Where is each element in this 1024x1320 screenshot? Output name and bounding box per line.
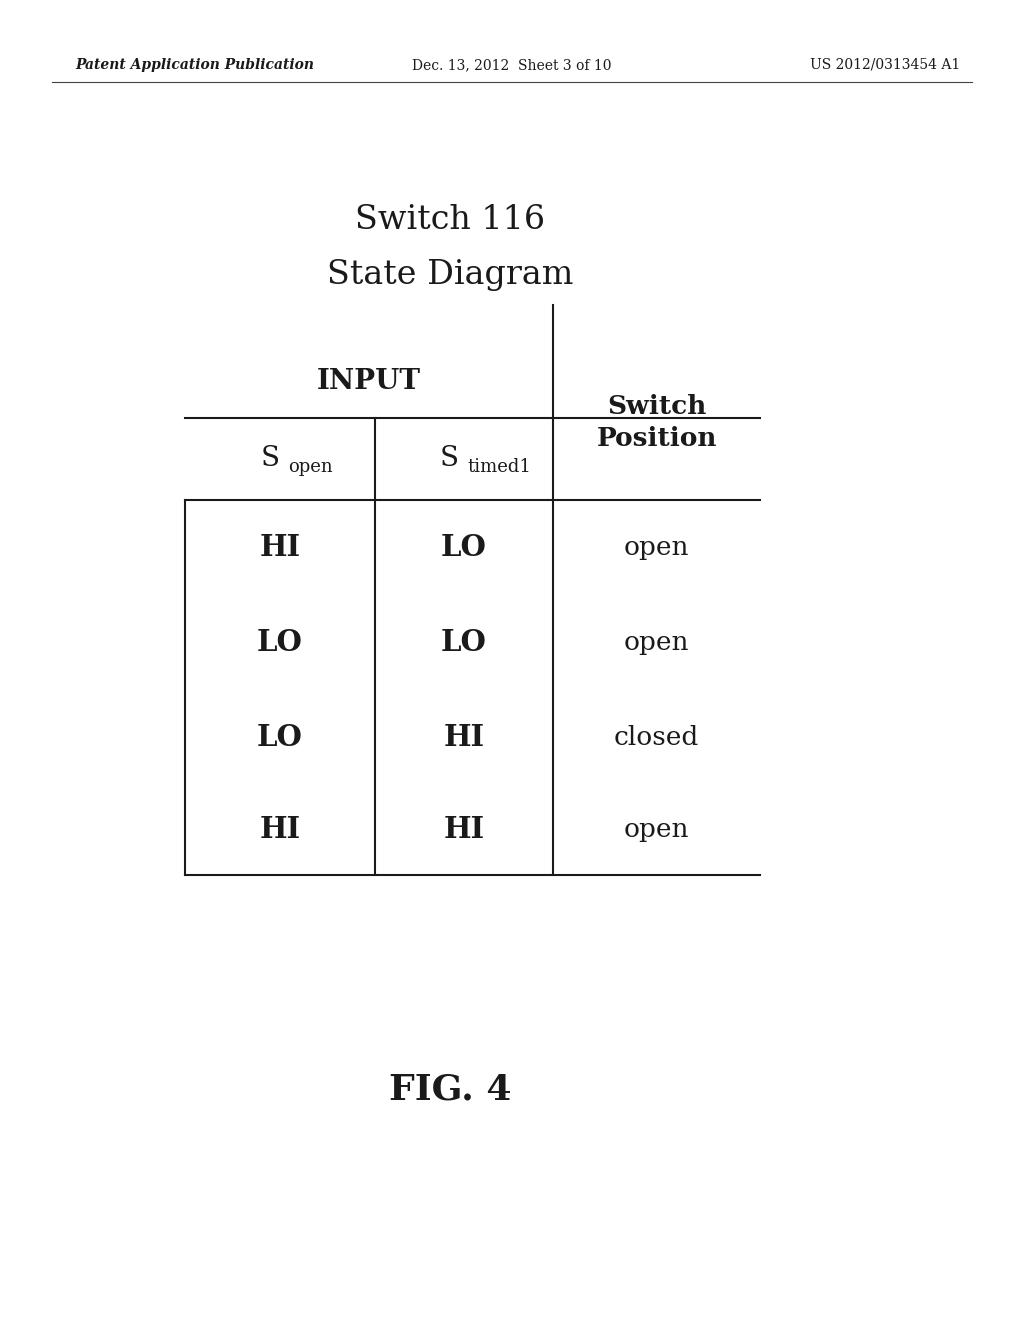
Text: open: open	[288, 458, 333, 477]
Text: State Diagram: State Diagram	[327, 259, 573, 290]
Text: HI: HI	[443, 723, 484, 752]
Text: Switch
Position: Switch Position	[596, 393, 717, 451]
Text: US 2012/0313454 A1: US 2012/0313454 A1	[810, 58, 961, 73]
Text: FIG. 4: FIG. 4	[389, 1073, 511, 1107]
Text: LO: LO	[441, 533, 487, 562]
Text: Switch 116: Switch 116	[355, 205, 545, 236]
Text: timed1: timed1	[467, 458, 530, 477]
Text: closed: closed	[613, 725, 699, 750]
Text: HI: HI	[259, 816, 301, 845]
Text: open: open	[624, 630, 689, 655]
Text: HI: HI	[259, 533, 301, 562]
Text: LO: LO	[441, 628, 487, 657]
Text: open: open	[624, 535, 689, 560]
Text: Dec. 13, 2012  Sheet 3 of 10: Dec. 13, 2012 Sheet 3 of 10	[413, 58, 611, 73]
Text: S: S	[439, 446, 459, 473]
Text: Patent Application Publication: Patent Application Publication	[75, 58, 314, 73]
Text: HI: HI	[443, 816, 484, 845]
Text: open: open	[624, 817, 689, 842]
Text: S: S	[260, 446, 280, 473]
Text: LO: LO	[257, 723, 303, 752]
Text: LO: LO	[257, 628, 303, 657]
Text: INPUT: INPUT	[317, 368, 421, 395]
